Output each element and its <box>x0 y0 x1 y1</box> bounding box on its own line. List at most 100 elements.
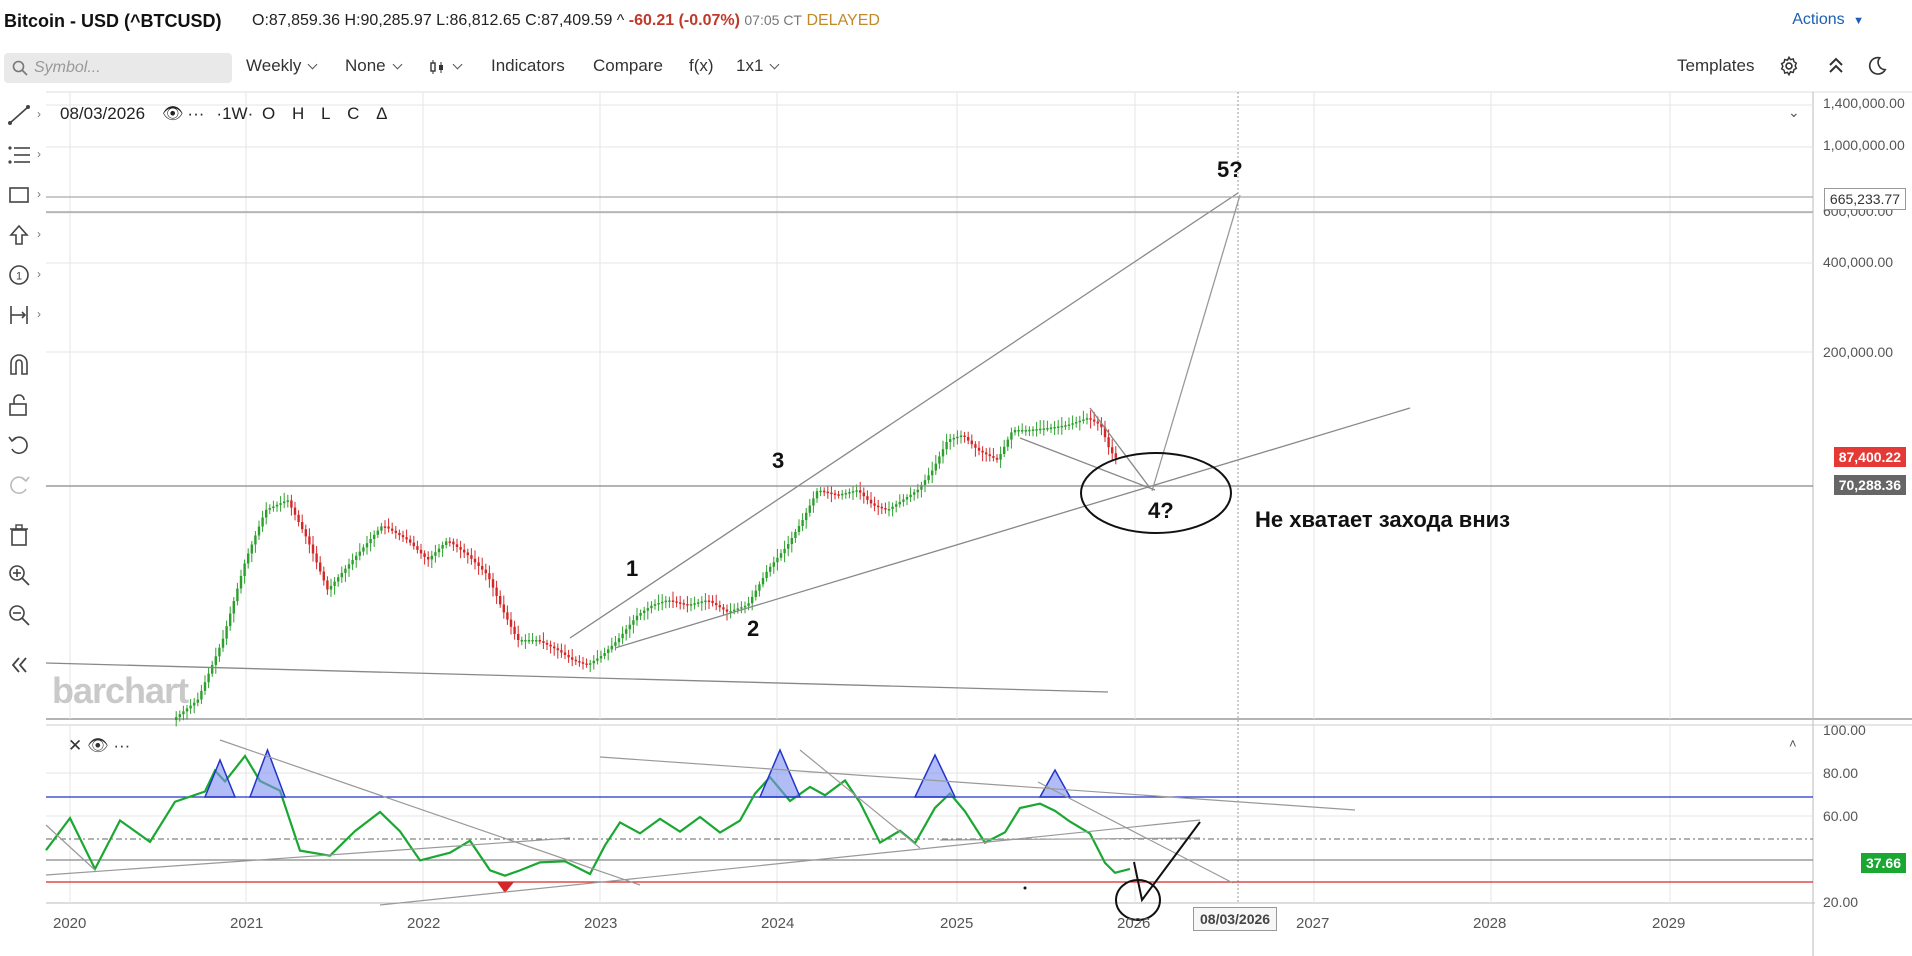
delete-button[interactable] <box>6 522 32 548</box>
candle-body <box>297 514 300 522</box>
rsi-dot <box>1023 886 1027 890</box>
candle-body <box>506 612 509 620</box>
candle-body <box>589 663 592 665</box>
candle-body <box>844 492 847 495</box>
candle-body <box>614 642 617 646</box>
candle-body <box>1082 419 1085 421</box>
candle-body <box>877 505 880 508</box>
rsi-axis-label: 60.00 <box>1823 808 1859 824</box>
candle-body <box>707 600 711 603</box>
label-tool-button[interactable]: 1 › <box>6 262 41 288</box>
arrow-tool-button[interactable]: › <box>6 222 41 248</box>
open-value: O:87,859.36 <box>252 12 341 29</box>
candle-body <box>232 601 235 614</box>
candle-body <box>599 656 603 659</box>
chevron-right-icon: › <box>37 307 41 321</box>
candle-body <box>520 640 523 642</box>
candle-body <box>337 577 340 582</box>
candle-body <box>387 526 390 529</box>
candle-body <box>416 546 419 550</box>
eye-icon[interactable]: 👁 <box>86 736 109 755</box>
drawing-lines <box>45 92 1813 903</box>
candle-body <box>286 500 289 502</box>
candle-body <box>790 538 793 544</box>
candle-body <box>236 588 239 602</box>
collapse-sidebar-button[interactable] <box>6 652 32 678</box>
candle-body <box>340 572 343 578</box>
fx-button[interactable]: f(x) <box>689 56 714 75</box>
close-icon[interactable]: ✕ <box>68 736 83 755</box>
candle-body <box>502 604 505 613</box>
zoom-out-button[interactable] <box>6 602 32 628</box>
chevron-right-icon: › <box>37 187 41 201</box>
candle-body <box>535 640 538 642</box>
candle-body <box>211 664 214 674</box>
candle-body <box>769 566 772 572</box>
candle-body <box>653 604 657 606</box>
candle-body <box>985 452 988 455</box>
ohlc-readout: O:87,859.36 H:90,285.97 L:86,812.65 C:87… <box>252 12 880 30</box>
magnet-button[interactable] <box>6 352 32 378</box>
shape-tool-button[interactable]: › <box>6 182 41 208</box>
legend-dots[interactable]: ··· <box>187 104 205 123</box>
settings-button[interactable] <box>1778 55 1800 82</box>
candle-body <box>797 526 801 532</box>
candle-body <box>639 613 642 616</box>
candle-body <box>671 600 675 602</box>
candle-body <box>628 624 631 630</box>
chart-type-select[interactable] <box>428 56 463 76</box>
candle-body <box>1096 421 1099 424</box>
redo-button[interactable] <box>6 472 32 498</box>
rsi-menu-icon[interactable]: ··· <box>113 736 131 755</box>
rsi-value-label: 37.66 <box>1860 853 1906 873</box>
period-select[interactable]: Weekly <box>246 56 318 76</box>
candle-body <box>455 544 459 548</box>
candle-body <box>1028 429 1031 432</box>
candle-body <box>499 596 502 605</box>
candle-body <box>225 626 228 639</box>
overbought-fill <box>248 747 287 798</box>
lock-button[interactable] <box>6 392 32 418</box>
fib-tool-button[interactable]: › <box>6 142 41 168</box>
candle-body <box>718 605 721 608</box>
candle-body <box>1071 423 1074 425</box>
measure-tool-button[interactable]: › <box>6 302 41 328</box>
layout-select[interactable]: 1x1 <box>736 56 780 76</box>
symbol-search[interactable]: Symbol... <box>4 53 232 83</box>
actions-menu[interactable]: Actions ▼ <box>1792 11 1864 29</box>
candle-body <box>812 498 815 506</box>
cursor-date-label: 08/03/2026 <box>1193 907 1278 931</box>
year-label: 2023 <box>584 915 618 932</box>
undo-button[interactable] <box>6 432 32 458</box>
candle-body <box>675 601 678 603</box>
candle-body <box>794 532 797 538</box>
aggregation-select[interactable]: None <box>345 56 403 76</box>
rsi-trendline <box>45 837 571 876</box>
change-value: -60.21 (-0.07%) <box>628 12 740 29</box>
eye-icon[interactable]: 👁 <box>161 104 184 123</box>
compare-button[interactable]: Compare <box>593 56 663 75</box>
candle-body <box>758 584 761 591</box>
rsi-collapse-icon[interactable]: ˄ <box>1789 736 1797 751</box>
candle-body <box>833 493 837 495</box>
symbol-input[interactable]: Symbol... <box>34 59 101 76</box>
candle-body <box>362 547 365 552</box>
candle-body <box>891 506 894 510</box>
candle-body <box>347 564 351 569</box>
collapse-toolbar-button[interactable] <box>1826 55 1846 82</box>
templates-button[interactable]: Templates <box>1677 56 1755 75</box>
candle-body <box>779 553 783 558</box>
zoom-in-button[interactable] <box>6 562 32 588</box>
candle-body <box>1021 430 1024 432</box>
candle-body <box>765 571 768 579</box>
line-tool-button[interactable]: › <box>6 102 41 128</box>
legend-collapse-icon[interactable]: ⌄ <box>1788 104 1800 120</box>
dark-mode-button[interactable] <box>1866 55 1888 82</box>
indicators-button[interactable]: Indicators <box>491 56 565 75</box>
candle-body <box>931 470 934 476</box>
chevron-right-icon: › <box>37 147 41 161</box>
candle-body <box>200 690 203 700</box>
year-label: 2021 <box>230 915 264 932</box>
overbought-fill <box>203 758 237 798</box>
